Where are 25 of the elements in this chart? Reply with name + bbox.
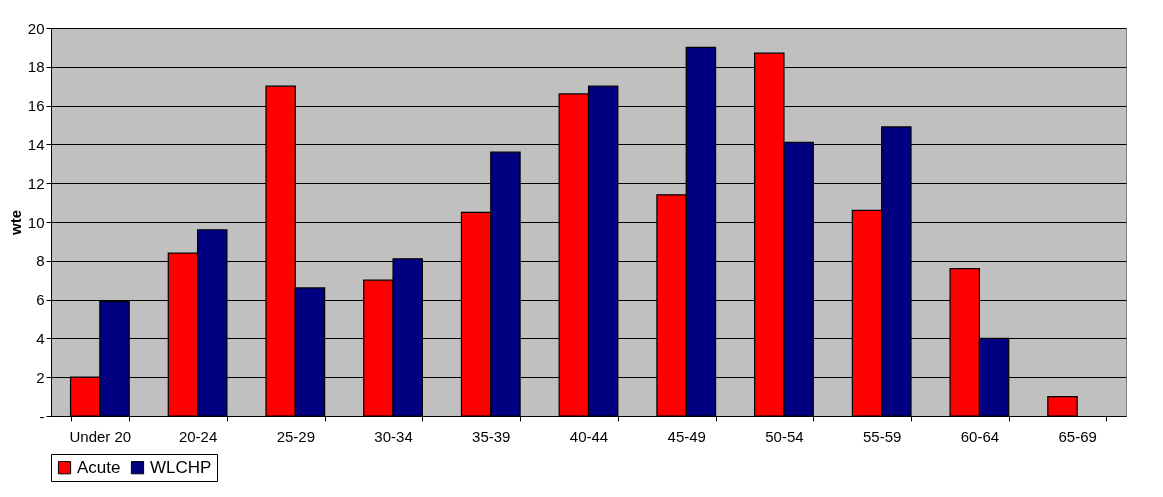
legend-label: Acute	[77, 457, 121, 477]
y-tick-label: 20	[27, 19, 45, 37]
x-tick-label: 20-24	[178, 427, 218, 445]
y-tick-label: 4	[36, 329, 45, 347]
x-tick-label: 45-49	[667, 427, 706, 445]
x-tick-label: 30-34	[374, 427, 413, 445]
x-tick-label: 40-44	[569, 427, 609, 445]
y-tick-label: 2	[36, 368, 45, 386]
y-tick-label: 14	[27, 135, 45, 153]
y-tick-label: 6	[36, 291, 45, 309]
y-tick-label: 18	[27, 58, 45, 76]
x-tick-label: 50-54	[765, 427, 804, 445]
x-tick-label: 65-69	[1058, 427, 1097, 445]
y-axis-title: wte	[6, 209, 24, 237]
x-tick-label: Under 20	[69, 427, 132, 445]
y-tick-label: 8	[36, 252, 45, 270]
legend-label: WLCHP	[150, 457, 212, 477]
x-tick-label: 35-39	[472, 427, 511, 445]
y-tick-label: 16	[27, 97, 45, 115]
y-tick-label: 12	[27, 174, 45, 192]
x-tick-label: 60-64	[960, 427, 1000, 445]
x-tick-label: 55-59	[862, 427, 902, 445]
y-tick-label: -	[39, 407, 45, 425]
y-tick-label: 10	[27, 213, 45, 231]
x-tick-label: 25-29	[276, 427, 316, 445]
